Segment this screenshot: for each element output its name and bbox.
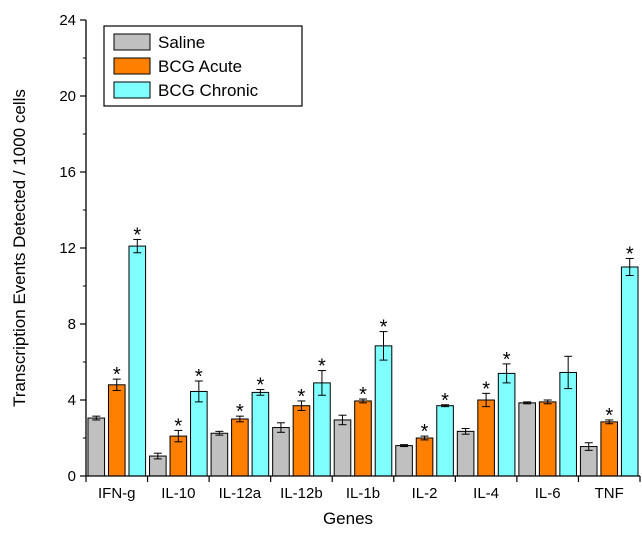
legend: Saline BCG Acute BCG Chronic xyxy=(103,25,303,107)
bar-IFN-g-bcg-acute xyxy=(107,384,126,477)
bar-IL-6-saline xyxy=(518,402,536,477)
y-tick-label: 12 xyxy=(59,240,76,257)
significance-marker: * xyxy=(359,384,367,406)
bar-IFN-g-bcg-chronic xyxy=(128,245,147,477)
bar-IL-1b-saline xyxy=(333,419,352,477)
significance-marker: * xyxy=(421,421,429,443)
bar-IFN-g-saline xyxy=(87,417,106,477)
bar-IL-4-saline xyxy=(456,430,475,477)
x-tick-label: IL-10 xyxy=(161,485,195,502)
x-tick-label: IL-12a xyxy=(219,485,262,502)
bar-IL-12a-bcg-chronic xyxy=(251,391,270,477)
x-tick-label: IFN-g xyxy=(98,485,136,502)
y-tick-label: 20 xyxy=(59,88,76,105)
legend-swatch xyxy=(113,57,151,75)
significance-marker: * xyxy=(605,405,613,427)
significance-marker: * xyxy=(380,317,388,339)
legend-swatch xyxy=(113,81,151,99)
bar-IL-1b-bcg-acute xyxy=(354,400,372,477)
bar-IL-2-saline xyxy=(395,445,413,477)
y-tick-label: 0 xyxy=(68,468,76,485)
legend-label: BCG Chronic xyxy=(158,81,259,100)
bar-IL-4-bcg-acute xyxy=(477,399,495,477)
significance-marker: * xyxy=(236,401,244,423)
x-tick-label: IL-4 xyxy=(473,485,499,502)
x-tick-label: IL-2 xyxy=(412,485,438,502)
bar-IL-4-bcg-chronic xyxy=(497,372,516,477)
x-tick-label: TNF xyxy=(595,485,624,502)
significance-marker: * xyxy=(482,378,490,400)
bar-IL-12a-saline xyxy=(210,432,229,477)
significance-marker: * xyxy=(441,390,449,412)
bar-IL-2-bcg-chronic xyxy=(436,405,454,477)
bar-IL-12b-bcg-chronic xyxy=(313,382,331,477)
bar-TNF-saline xyxy=(579,446,598,477)
significance-marker: * xyxy=(256,375,264,397)
bar-IL-10-bcg-chronic xyxy=(190,390,208,477)
significance-marker: * xyxy=(298,386,306,408)
x-tick-label: IL-6 xyxy=(535,485,561,502)
y-tick-label: 16 xyxy=(59,164,76,181)
x-tick-label: IL-12b xyxy=(280,485,323,502)
significance-marker: * xyxy=(195,366,203,388)
y-tick-label: 8 xyxy=(68,316,76,333)
x-axis-label: Genes xyxy=(323,509,373,528)
bar-IL-2-bcg-acute xyxy=(415,437,434,477)
significance-marker: * xyxy=(626,243,634,265)
significance-marker: * xyxy=(133,224,141,246)
bar-TNF-bcg-chronic xyxy=(620,266,639,477)
bar-IL-12b-saline xyxy=(272,427,290,477)
significance-marker: * xyxy=(174,415,182,437)
significance-marker: * xyxy=(113,364,121,386)
significance-marker: * xyxy=(318,356,326,378)
y-tick-label: 24 xyxy=(59,12,76,29)
significance-marker: * xyxy=(503,349,511,371)
axes-layer: 0 4 8 12 16 20 24 IFN-g IL-10 IL-12a IL-12b IL-1b IL… xyxy=(59,12,641,502)
legend-label: BCG Acute xyxy=(158,57,242,76)
y-axis-label: Transcription Events Detected / 1000 cel… xyxy=(10,89,29,407)
bar-IL-1b-bcg-chronic xyxy=(374,345,393,477)
bar-TNF-bcg-acute xyxy=(600,421,619,477)
bar-IL-6-bcg-acute xyxy=(538,401,557,477)
bar-IL-12b-bcg-acute xyxy=(292,405,311,477)
y-tick-label: 4 xyxy=(68,392,76,409)
x-tick-label: IL-1b xyxy=(346,485,380,502)
bar-IL-12a-bcg-acute xyxy=(231,418,249,477)
legend-swatch xyxy=(113,33,151,51)
legend-label: Saline xyxy=(158,33,205,52)
